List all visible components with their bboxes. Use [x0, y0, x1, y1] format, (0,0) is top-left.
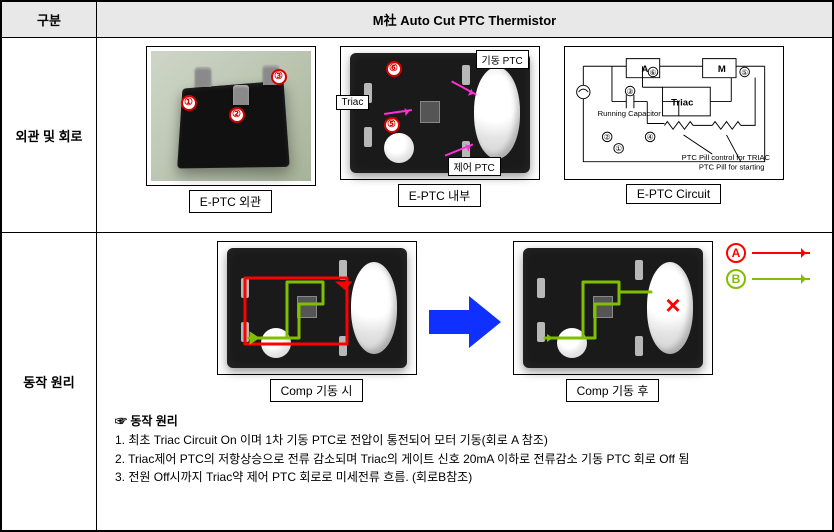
legend-B-icon: B	[726, 269, 746, 289]
tag-start-ptc: 기동 PTC	[476, 50, 529, 69]
circ-triac: Triac	[671, 98, 694, 109]
marker-2: ②	[229, 107, 245, 123]
exterior-cell: ① ② ③ E-PTC 외관	[146, 46, 316, 213]
exterior-caption: E-PTC 외관	[189, 190, 272, 213]
eptc-circuit-diagram: A M Triac	[564, 46, 784, 180]
comp-start-cell: Comp 기동 시	[217, 241, 417, 402]
eptc-exterior-photo: ① ② ③	[151, 51, 311, 181]
op-title: ☞ 동작 원리	[115, 412, 814, 429]
x-mark-icon: ×	[665, 290, 680, 321]
circuit-caption: E-PTC Circuit	[626, 184, 721, 204]
svg-text:④: ④	[646, 133, 653, 142]
row2-content: Comp 기동 시	[97, 233, 833, 531]
svg-text:⑤: ⑤	[741, 68, 748, 77]
comp-start-caption: Comp 기동 시	[270, 379, 364, 402]
operating-principle-text: ☞ 동작 원리 1. 최초 Triac Circuit On 이며 1차 기동 …	[111, 412, 818, 487]
interior-cell: 기동 PTC Triac 제어 PTC ⑥ ⑤ E-PTC 내부	[340, 46, 540, 207]
tag-control-ptc: 제어 PTC	[448, 157, 501, 176]
marker-3: ③	[271, 69, 287, 85]
path-legend: A B	[726, 243, 810, 289]
header-col1: 구분	[2, 2, 97, 38]
transition-arrow-icon	[429, 294, 501, 350]
legend-A-arrow-icon	[752, 252, 810, 254]
circuit-cell: A M Triac	[564, 46, 784, 204]
svg-text:②: ②	[603, 133, 610, 142]
spec-table: 구분 M社 Auto Cut PTC Thermistor 외관 및 회로 ① …	[1, 1, 833, 531]
circ-runcap: Running Capacitor	[597, 109, 661, 118]
svg-text:⑥: ⑥	[649, 68, 656, 77]
marker-5: ⑤	[384, 117, 400, 133]
row2-label: 동작 원리	[2, 233, 97, 531]
comp-after-caption: Comp 기동 후	[566, 379, 660, 402]
circ-note1: PTC Pill control for TRIAC	[681, 153, 770, 162]
svg-text:①: ①	[615, 144, 622, 153]
header-col2: M社 Auto Cut PTC Thermistor	[97, 2, 833, 38]
legend-A-icon: A	[726, 243, 746, 263]
legend-B-arrow-icon	[752, 278, 810, 280]
row1-content: ① ② ③ E-PTC 외관	[97, 38, 833, 233]
interior-caption: E-PTC 내부	[398, 184, 481, 207]
marker-6: ⑥	[386, 61, 402, 77]
comp-after-photo: ×	[523, 248, 703, 368]
circ-note2: PTC Pill for starting	[698, 163, 764, 172]
row1-label: 외관 및 회로	[2, 38, 97, 233]
op-line-3: 3. 전원 Off시까지 Triac약 제어 PTC 회로로 미세전류 흐름. …	[115, 468, 814, 487]
svg-text:③: ③	[626, 87, 633, 96]
op-line-2: 2. Triac제어 PTC의 저항상승으로 전류 감소되며 Triac의 게이…	[115, 450, 814, 469]
circ-M: M	[717, 64, 725, 75]
comp-after-cell: × Comp 기동 후	[513, 241, 713, 402]
marker-1: ①	[181, 95, 197, 111]
tag-triac: Triac	[336, 95, 370, 110]
op-line-1: 1. 최초 Triac Circuit On 이며 1차 기동 PTC로 전압이…	[115, 431, 814, 450]
comp-start-photo	[227, 248, 407, 368]
eptc-interior-photo: 기동 PTC Triac 제어 PTC ⑥ ⑤	[350, 53, 530, 173]
